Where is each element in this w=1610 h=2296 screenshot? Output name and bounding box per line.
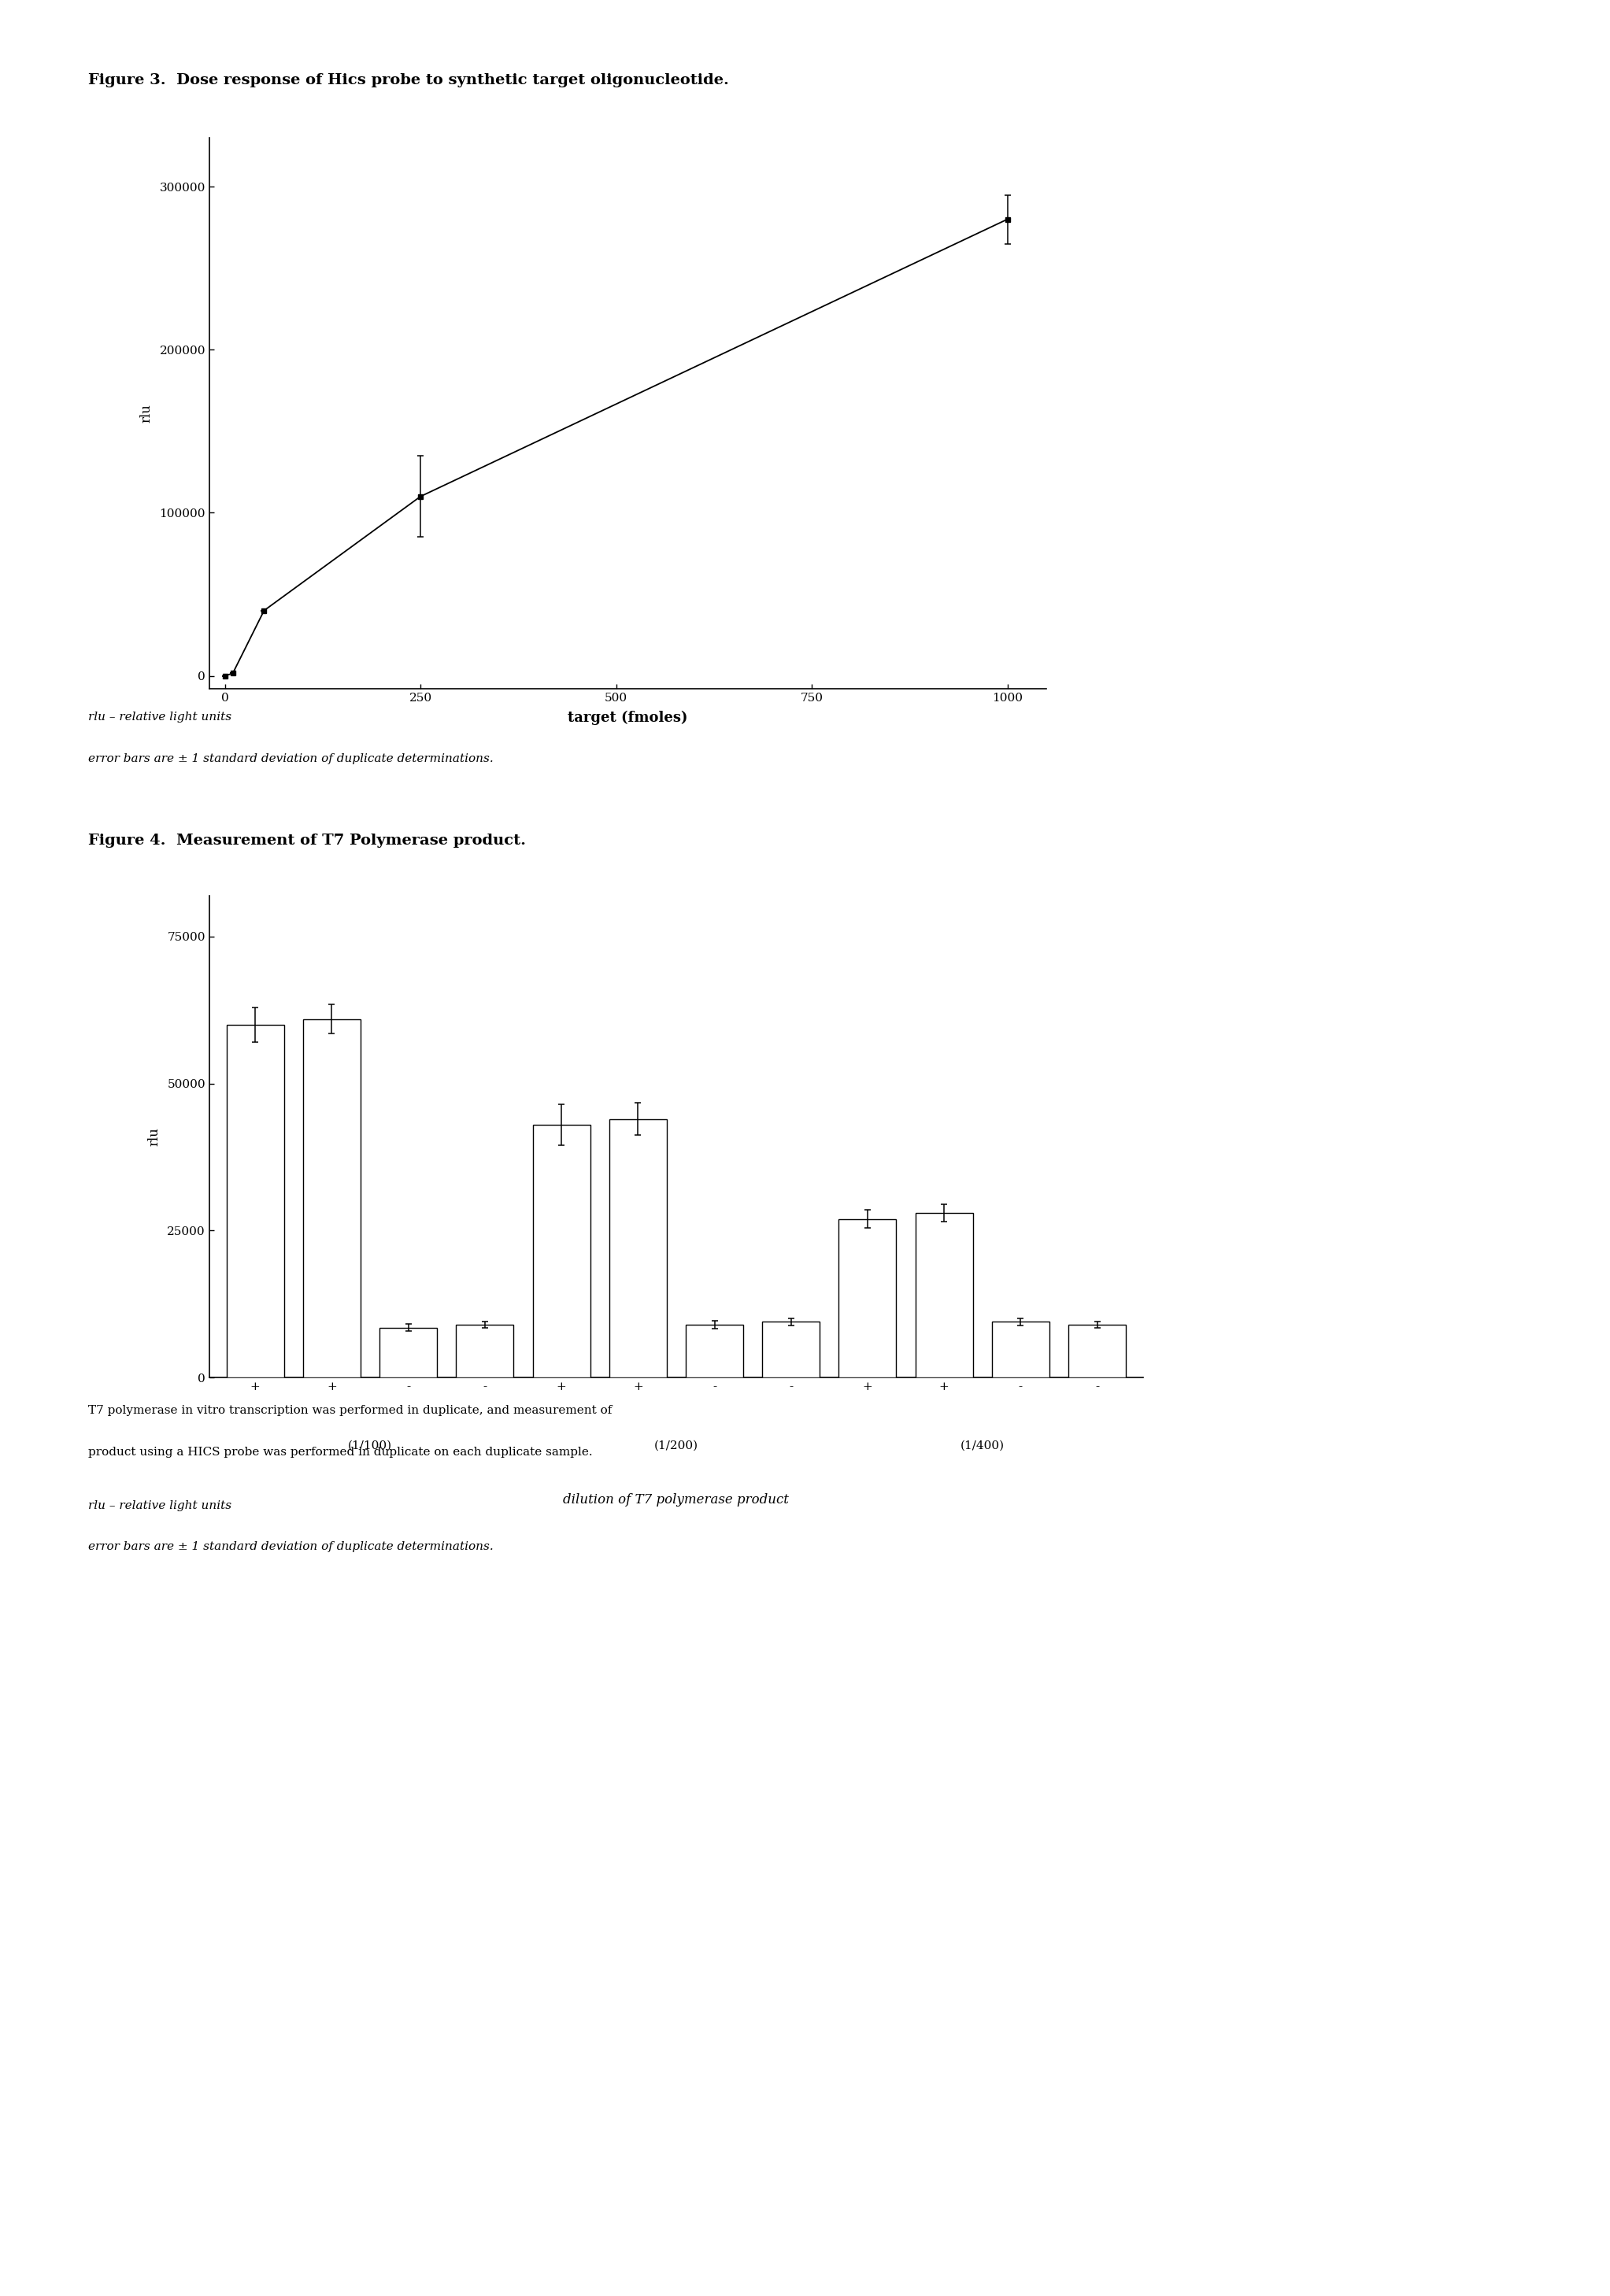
- Bar: [227, 1024, 283, 1378]
- Y-axis label: rlu: rlu: [147, 1127, 161, 1146]
- Text: Figure 3.  Dose response of Hics probe to synthetic target oligonucleotide.: Figure 3. Dose response of Hics probe to…: [89, 73, 729, 87]
- Text: (1/200): (1/200): [654, 1440, 699, 1451]
- Bar: [303, 1019, 361, 1378]
- Bar: [1069, 1325, 1125, 1378]
- X-axis label: target (fmoles): target (fmoles): [568, 709, 687, 726]
- Text: error bars are ± 1 standard deviation of duplicate determinations.: error bars are ± 1 standard deviation of…: [89, 753, 494, 765]
- Text: product using a HICS probe was performed in duplicate on each duplicate sample.: product using a HICS probe was performed…: [89, 1446, 592, 1458]
- Text: rlu – relative light units: rlu – relative light units: [89, 712, 232, 723]
- Text: (1/100): (1/100): [348, 1440, 393, 1451]
- Text: (1/400): (1/400): [960, 1440, 1005, 1451]
- Bar: [916, 1212, 972, 1378]
- Text: error bars are ± 1 standard deviation of duplicate determinations.: error bars are ± 1 standard deviation of…: [89, 1541, 494, 1552]
- Bar: [380, 1327, 436, 1378]
- Bar: [609, 1118, 667, 1378]
- Text: rlu – relative light units: rlu – relative light units: [89, 1499, 232, 1511]
- Bar: [992, 1322, 1050, 1378]
- Bar: [533, 1125, 591, 1378]
- Text: T7 polymerase in vitro transcription was performed in duplicate, and measurement: T7 polymerase in vitro transcription was…: [89, 1405, 612, 1417]
- Bar: [839, 1219, 897, 1378]
- Y-axis label: rlu: rlu: [140, 404, 153, 422]
- Text: Figure 4.  Measurement of T7 Polymerase product.: Figure 4. Measurement of T7 Polymerase p…: [89, 833, 526, 847]
- Bar: [456, 1325, 514, 1378]
- Text: dilution of T7 polymerase product: dilution of T7 polymerase product: [564, 1492, 789, 1506]
- Bar: [686, 1325, 744, 1378]
- Bar: [762, 1322, 819, 1378]
